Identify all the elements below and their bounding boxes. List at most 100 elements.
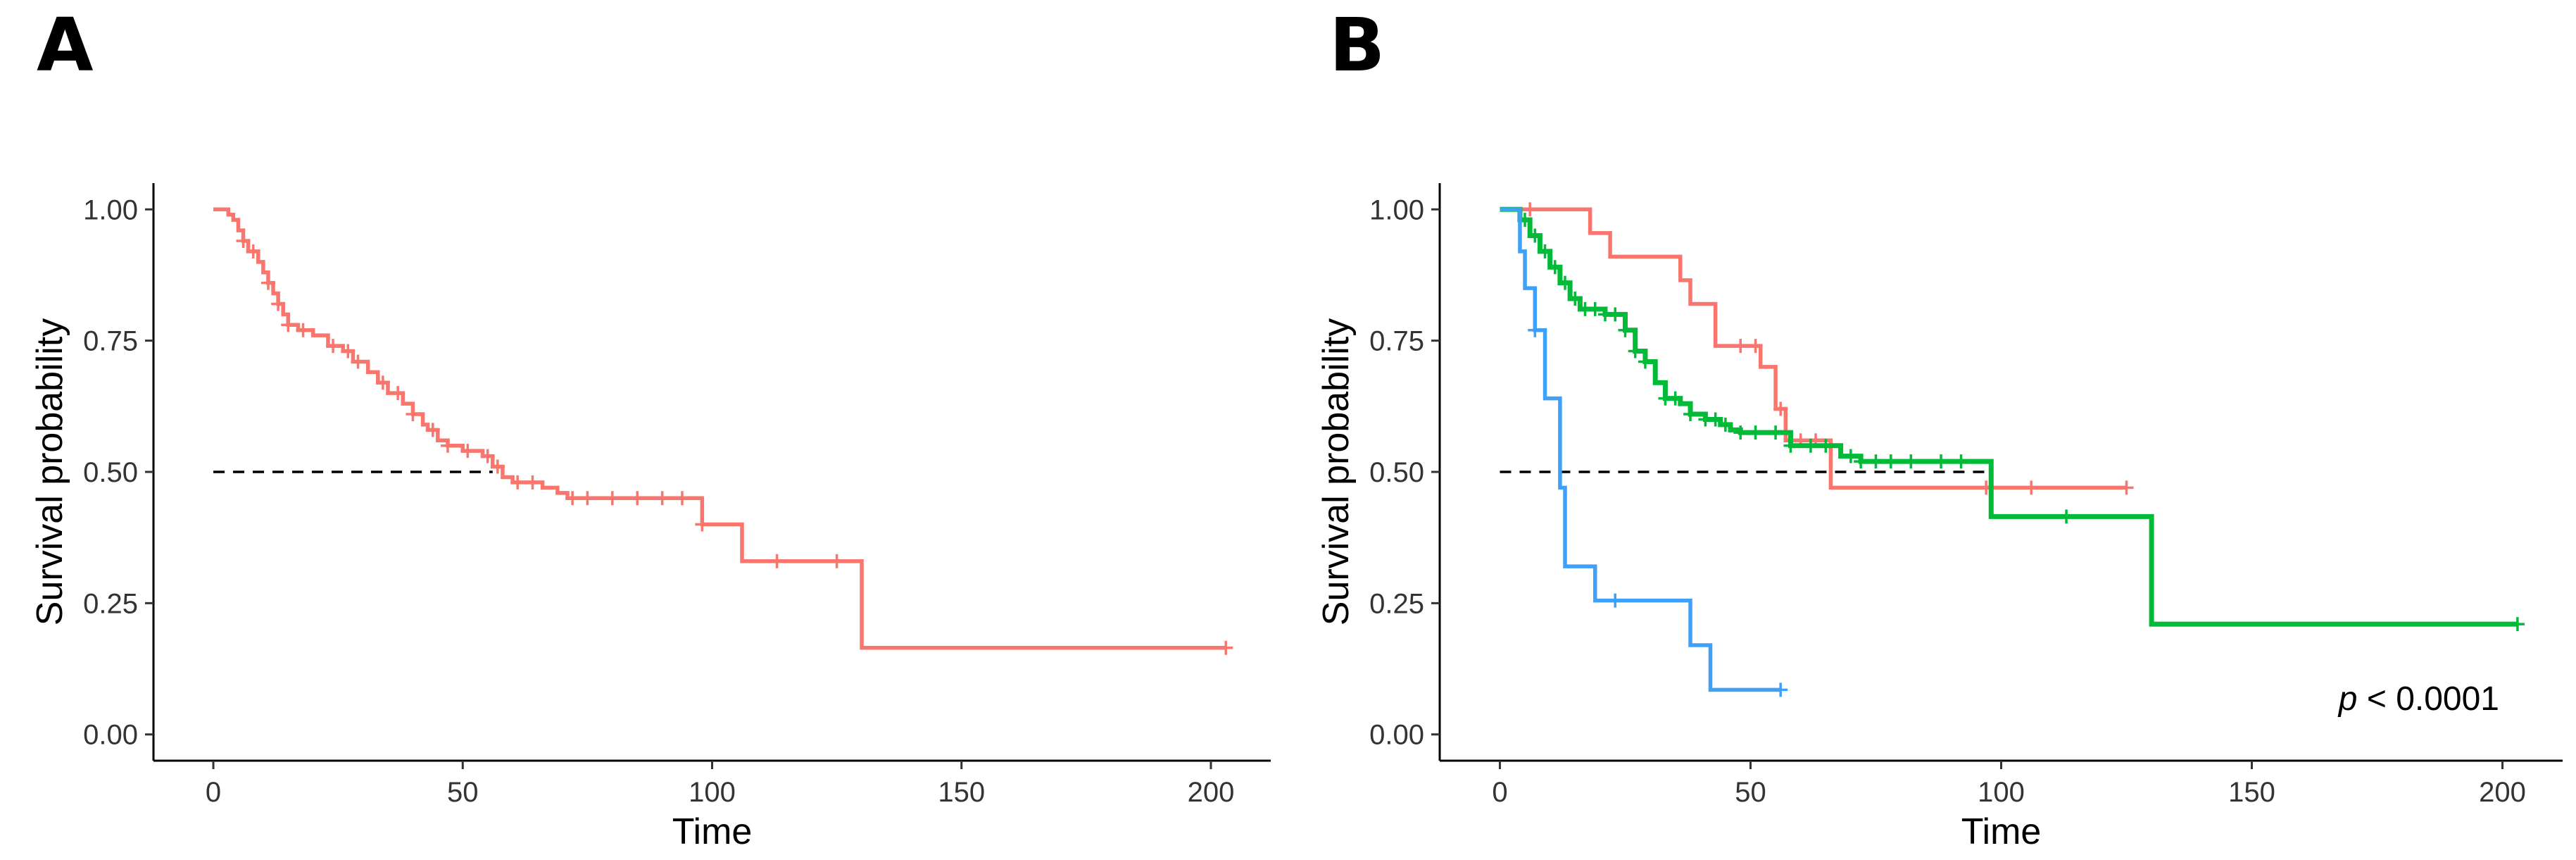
censor-mark	[1628, 344, 1642, 359]
x-tick-label: 50	[447, 777, 479, 808]
x-tick-label: 100	[1978, 777, 2025, 808]
censor-mark	[525, 475, 540, 490]
panel-letter-b: B	[1329, 2, 1385, 88]
y-tick-label: 0.50	[83, 457, 138, 488]
censor-mark	[490, 459, 505, 474]
censor-mark	[1528, 228, 1543, 243]
panel-letter-a: A	[37, 2, 94, 88]
y-tick-label: 1.00	[83, 194, 138, 225]
censor-mark	[1768, 425, 1783, 440]
y-tick-label: 0.00	[1369, 720, 1424, 751]
censor-mark	[510, 475, 525, 490]
censor-mark	[630, 491, 645, 506]
y-tick-label: 0.75	[83, 326, 138, 357]
x-axis-label: Time	[1961, 811, 2042, 852]
x-tick-label: 0	[1492, 777, 1507, 808]
censor-mark	[391, 386, 406, 401]
censor-mark	[2119, 480, 2134, 495]
censor-mark	[246, 244, 260, 258]
censor-mark	[1528, 323, 1543, 337]
censor-mark	[236, 234, 251, 248]
y-tick-label: 0.25	[83, 588, 138, 619]
censor-mark	[341, 344, 356, 359]
censor-mark	[351, 354, 365, 369]
censor-mark	[1803, 438, 1818, 453]
censor-mark	[1773, 401, 1788, 416]
x-tick-label: 100	[689, 777, 736, 808]
censor-mark	[565, 491, 580, 506]
censor-mark	[1547, 260, 1562, 275]
censor-mark	[1708, 412, 1723, 427]
y-tick-label: 0.00	[83, 720, 138, 751]
censor-mark	[1733, 339, 1748, 354]
censor-mark	[296, 323, 310, 337]
censor-mark	[1608, 307, 1623, 322]
p-value-text: < 0.0001	[2357, 680, 2499, 718]
censor-mark	[1538, 244, 1552, 258]
censor-mark	[769, 554, 784, 568]
censor-mark	[1883, 454, 1898, 469]
x-tick-label: 0	[206, 777, 221, 808]
censor-mark	[1558, 275, 1573, 290]
x-tick-label: 150	[2228, 777, 2275, 808]
censor-mark	[1668, 391, 1683, 406]
censor-mark	[1954, 454, 1968, 469]
censor-mark	[375, 375, 390, 390]
censor-mark	[1934, 454, 1949, 469]
censor-mark	[480, 449, 495, 463]
x-tick-label: 50	[1735, 777, 1766, 808]
panel-b: B 0.00 0.25 0.50 0.75 1.00 0 50 100 150 200 Time Su…	[1316, 2, 2563, 852]
y-tick-label: 0.25	[1369, 588, 1424, 619]
x-tick-label: 200	[1188, 777, 1235, 808]
censor-mark	[425, 423, 440, 437]
censor-mark	[695, 517, 710, 532]
p-value-annotation: p < 0.0001	[2337, 680, 2499, 718]
x-axis-label: Time	[672, 811, 753, 852]
censor-mark	[1748, 339, 1763, 354]
censor-mark	[1904, 454, 1918, 469]
censor-mark	[1618, 323, 1633, 337]
censor-mark	[1219, 640, 1233, 655]
censor-mark	[1638, 354, 1652, 369]
censor-mark	[1818, 438, 1833, 453]
censor-mark	[460, 444, 475, 459]
x-tick-label: 150	[938, 777, 985, 808]
censor-mark	[1568, 292, 1583, 306]
censor-mark	[271, 297, 286, 311]
censor-mark	[1868, 454, 1883, 469]
survival-curve-3	[1500, 207, 1781, 692]
plot-b: 0.00 0.25 0.50 0.75 1.00 0 50 100 150 200 Time Surv…	[1316, 183, 2563, 852]
censor-mark	[260, 275, 275, 290]
censor-mark	[1773, 683, 1788, 697]
censor-mark	[655, 491, 670, 506]
censor-mark	[2024, 480, 2039, 495]
censor-mark	[674, 491, 689, 506]
censor-mark	[2059, 509, 2074, 524]
plot-a: 0.00 0.25 0.50 0.75 1.00 0 50 100 150 200 Time Surv…	[30, 183, 1271, 852]
censor-mark	[1748, 425, 1763, 440]
y-tick-label: 1.00	[1369, 194, 1424, 225]
y-axis-label: Survival probability	[1316, 318, 1357, 625]
censor-mark	[1608, 593, 1623, 608]
y-tick-label: 0.75	[1369, 326, 1424, 357]
y-tick-label: 0.50	[1369, 457, 1424, 488]
x-tick-label: 200	[2479, 777, 2526, 808]
censor-mark	[605, 491, 620, 506]
survival-curve-1	[1500, 207, 2127, 490]
survival-curve-2	[1500, 206, 2518, 627]
censor-mark	[441, 438, 455, 453]
panel-a: A 0.00 0.25 0.50 0.75 1.00 0 50 100 150 200 Time Su…	[30, 2, 1271, 852]
censor-mark	[1523, 202, 1538, 217]
censor-mark	[1783, 438, 1798, 453]
censor-mark	[1718, 417, 1733, 432]
censor-mark	[580, 491, 595, 506]
censor-mark	[1588, 301, 1602, 316]
censor-mark	[1854, 454, 1868, 469]
censor-mark	[326, 339, 341, 354]
censor-mark	[281, 318, 296, 332]
censor-mark	[406, 407, 420, 421]
censor-mark	[1733, 425, 1748, 440]
censor-mark	[829, 554, 844, 568]
survival-curve-1	[213, 207, 1226, 650]
